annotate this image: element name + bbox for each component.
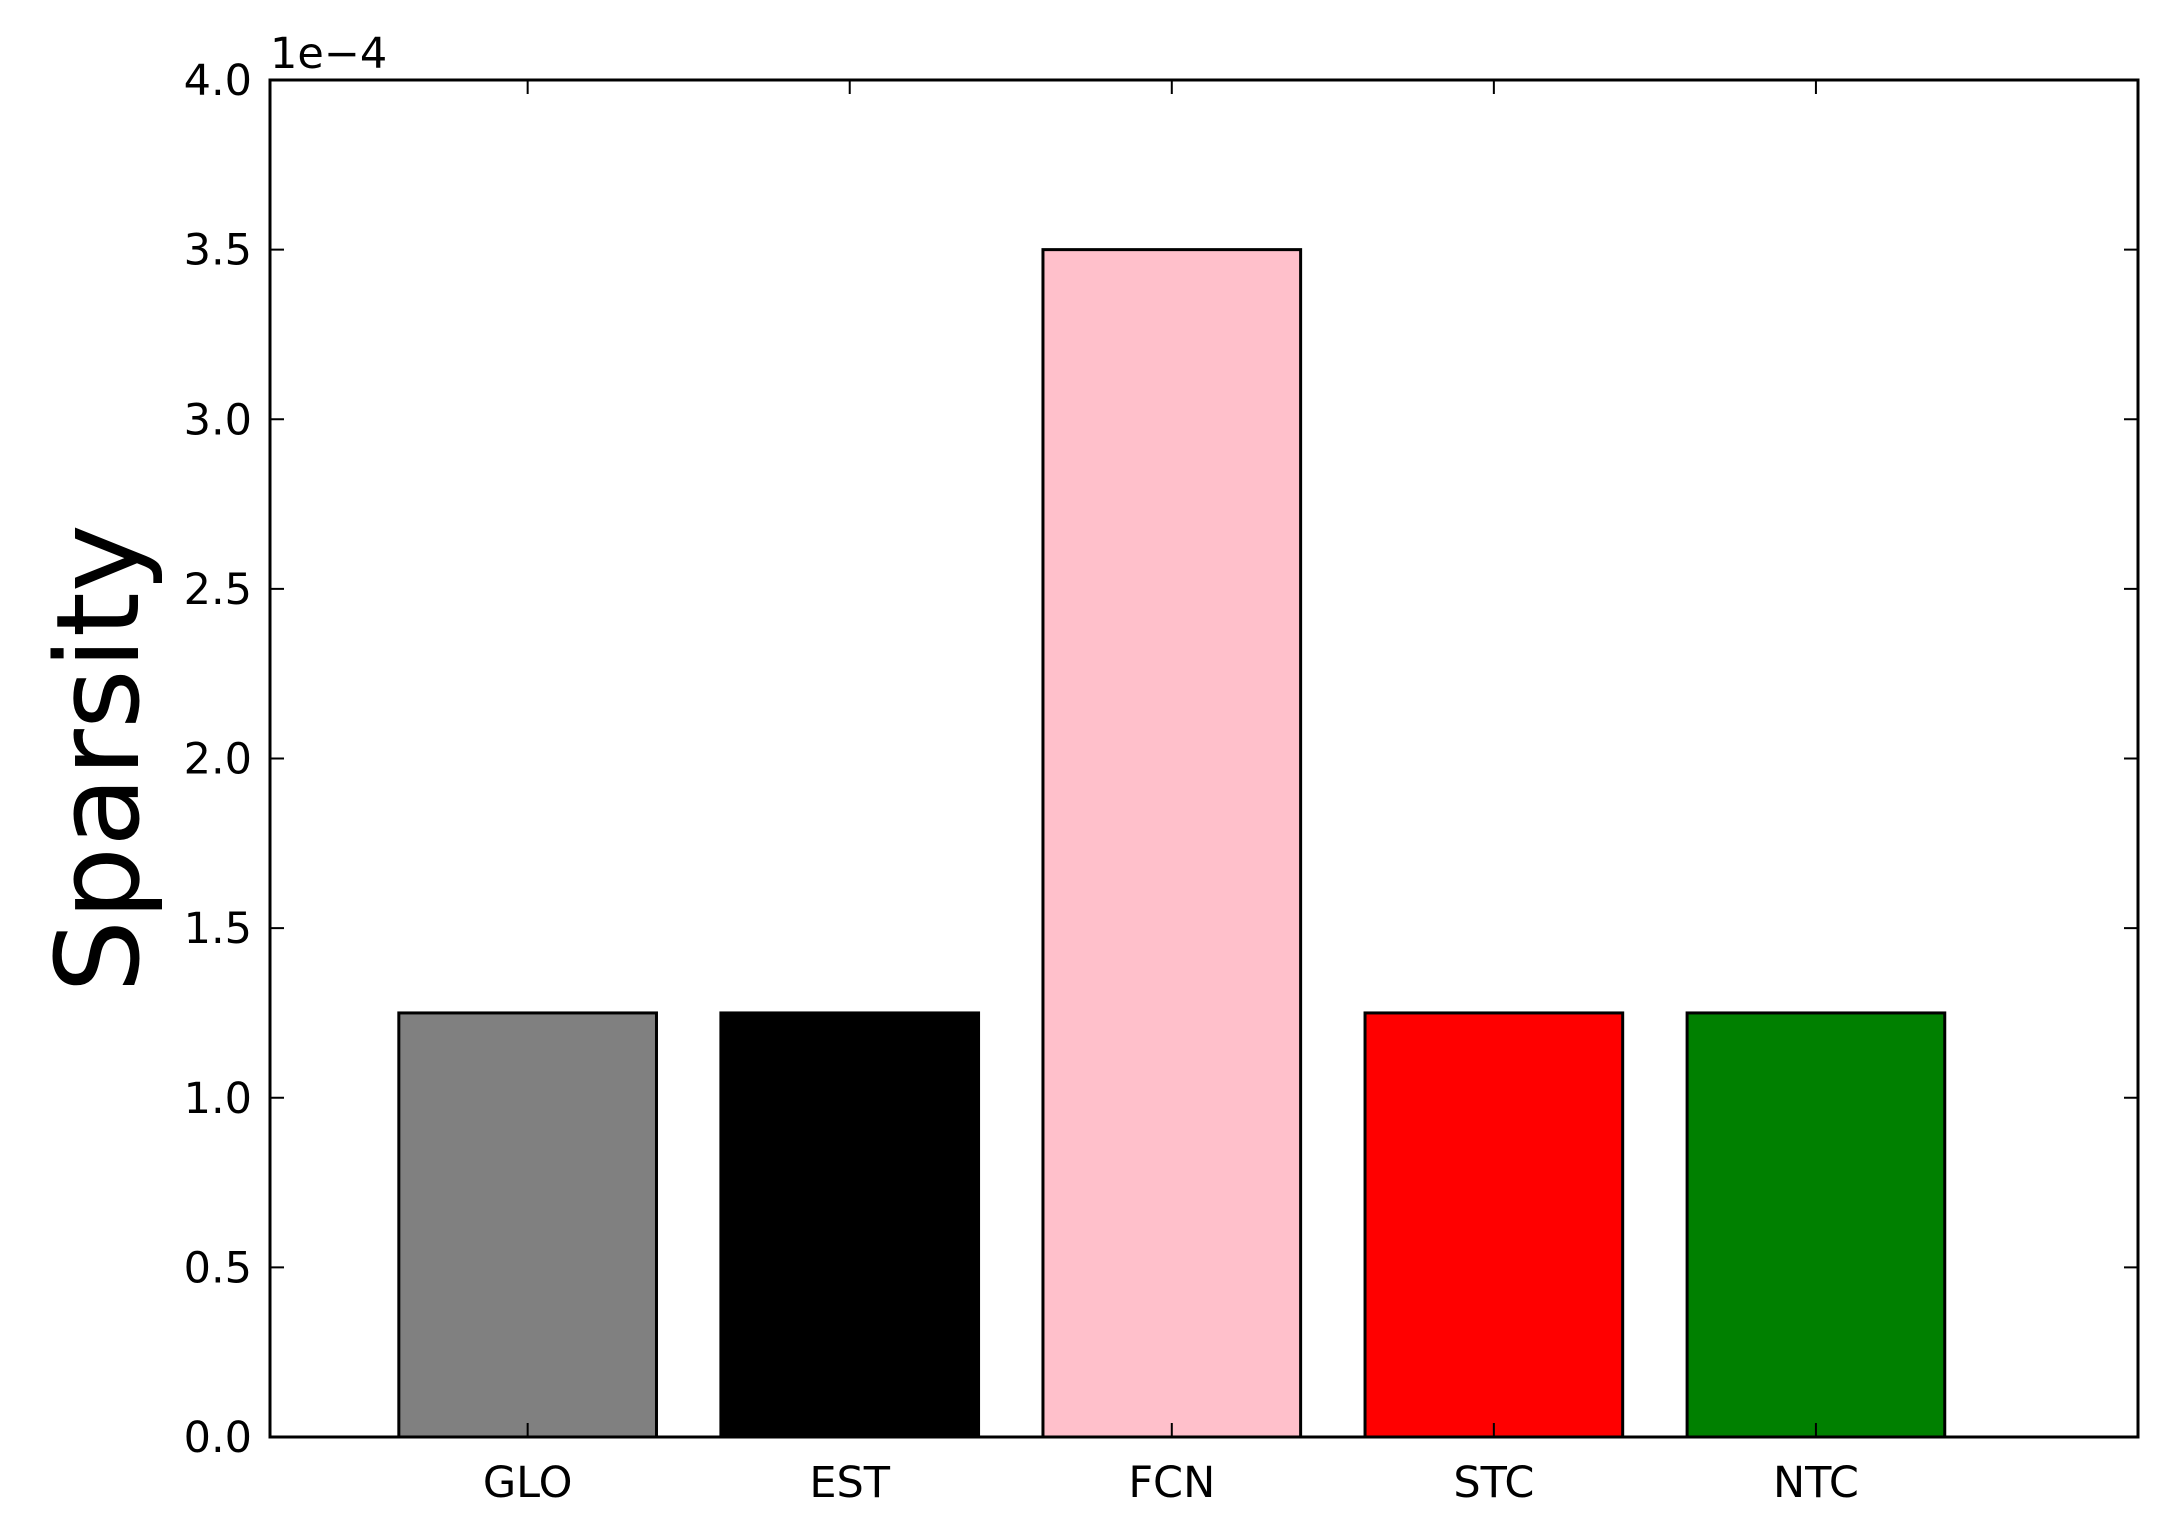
y-tick-label: 2.0 xyxy=(184,735,252,785)
x-tick-label: NTC xyxy=(1773,1458,1859,1508)
bars-group xyxy=(397,248,1947,1439)
bar-stc xyxy=(1363,1011,1625,1439)
bar-est xyxy=(719,1011,981,1439)
y-tick-label: 4.0 xyxy=(184,56,252,106)
x-tick-label: GLO xyxy=(483,1458,573,1508)
tick-labels-group: GLO EST FCN STC NTC 0.0 0.5 1.0 1.5 2.0 2.5 3.0 3.5 4… xyxy=(184,56,1859,1508)
y-tick-label: 0.0 xyxy=(184,1413,252,1463)
y-tick-label: 1.5 xyxy=(184,904,252,954)
bar-fcn xyxy=(1041,248,1303,1439)
y-tick-label: 0.5 xyxy=(184,1243,252,1293)
bar-glo xyxy=(397,1011,658,1439)
x-tick-label: FCN xyxy=(1128,1458,1215,1508)
plot-frame xyxy=(268,78,2140,1439)
x-tick-label: EST xyxy=(809,1458,890,1508)
bar-ntc xyxy=(1685,1011,1947,1439)
x-tick-label: STC xyxy=(1453,1458,1534,1508)
y-tick-label: 2.5 xyxy=(184,565,252,615)
y-axis-offset-label: 1e−4 xyxy=(270,29,387,79)
y-tick-label: 3.0 xyxy=(184,395,252,445)
y-tick-label: 3.5 xyxy=(184,226,252,276)
y-tick-label: 1.0 xyxy=(184,1074,252,1124)
y-axis-label: Sparsity xyxy=(32,524,166,993)
